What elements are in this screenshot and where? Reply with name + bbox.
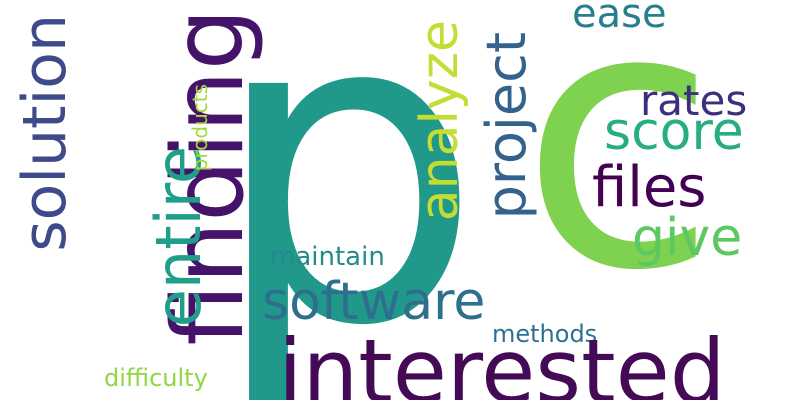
word-ease: ease bbox=[572, 0, 667, 37]
word-rates: rates bbox=[640, 76, 748, 125]
word-analyze: analyze bbox=[410, 20, 470, 222]
word-c: c bbox=[520, 0, 718, 349]
word-difficulty: difficulty bbox=[104, 364, 208, 392]
word-software: software bbox=[262, 272, 486, 332]
word-solution: solution bbox=[10, 14, 80, 252]
word-files: files bbox=[592, 155, 707, 220]
word-give: give bbox=[632, 208, 743, 268]
word-entire: entire bbox=[142, 146, 215, 328]
word-score: score bbox=[604, 102, 744, 162]
word-interested: interested bbox=[278, 320, 726, 400]
word-p: p bbox=[210, 0, 483, 400]
word-methods: methods bbox=[492, 320, 598, 348]
word-products: products bbox=[188, 84, 212, 172]
word-maintain: maintain bbox=[270, 242, 385, 272]
word-project: project bbox=[475, 32, 538, 220]
